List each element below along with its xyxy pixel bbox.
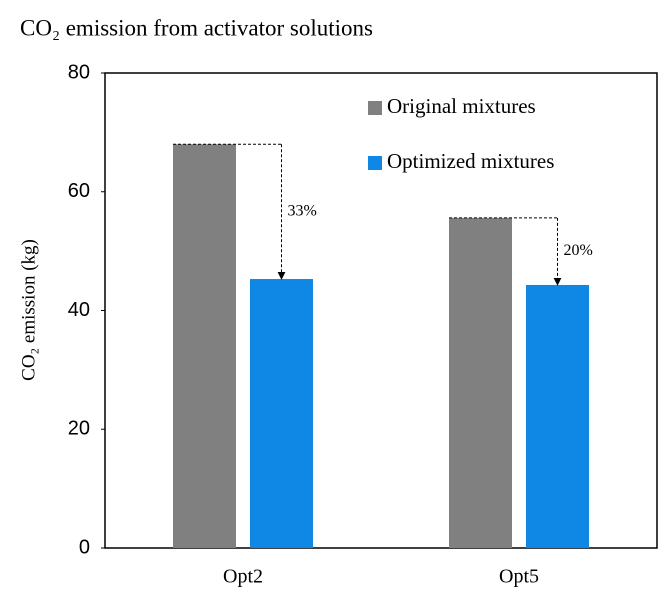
legend-swatch bbox=[368, 101, 382, 115]
x-tick-label: Opt5 bbox=[499, 566, 539, 588]
bar bbox=[250, 279, 313, 548]
legend-swatch bbox=[368, 156, 382, 170]
legend-label: Optimized mixtures bbox=[387, 149, 554, 173]
x-tick-label: Opt2 bbox=[223, 566, 263, 588]
bar bbox=[173, 144, 236, 548]
y-tick-label: 20 bbox=[68, 418, 90, 440]
chart-title: CO₂ emission from activator solutions bbox=[20, 15, 373, 40]
annotation: 33% bbox=[288, 202, 317, 219]
annotation: 20% bbox=[564, 242, 593, 259]
legend-label: Original mixtures bbox=[387, 94, 536, 118]
bar bbox=[449, 217, 512, 548]
y-tick-label: 0 bbox=[79, 536, 90, 558]
bar bbox=[526, 284, 589, 548]
y-tick-label: 40 bbox=[68, 299, 90, 321]
y-axis-label: CO₂ emission (kg) bbox=[18, 239, 39, 381]
y-tick-label: 60 bbox=[68, 180, 90, 202]
y-tick-label: 80 bbox=[68, 61, 90, 83]
